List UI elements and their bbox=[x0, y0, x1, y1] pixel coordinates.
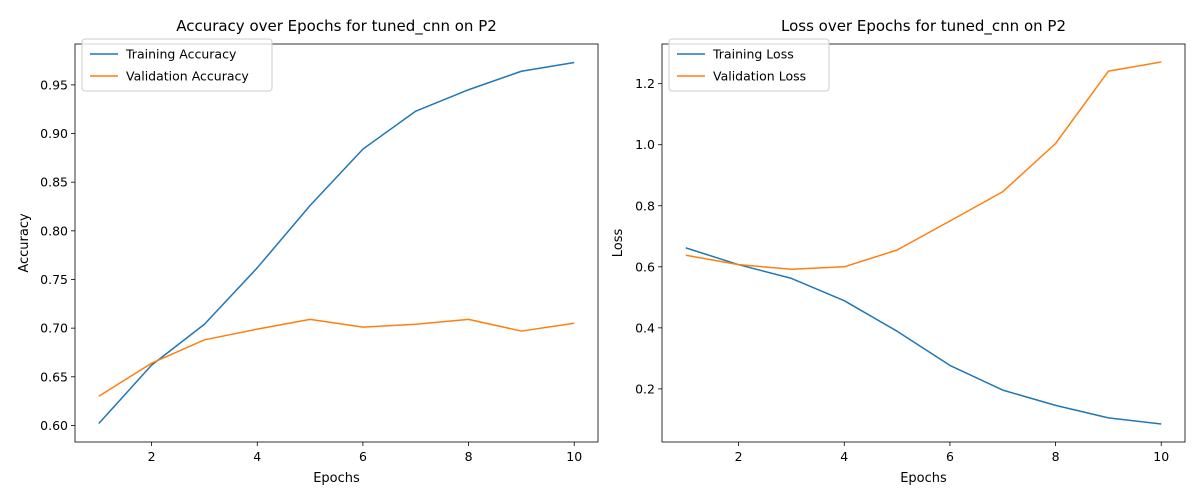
y-tick-label: 0.6 bbox=[635, 259, 655, 274]
legend-box bbox=[81, 38, 273, 92]
x-tick-label: 10 bbox=[1153, 449, 1169, 464]
y-axis-label: Loss bbox=[611, 229, 626, 258]
plot-frame bbox=[74, 43, 599, 443]
x-tick-label: 2 bbox=[148, 449, 156, 464]
legend-label-0: Training Accuracy bbox=[125, 47, 237, 62]
x-tick-label: 4 bbox=[253, 449, 261, 464]
legend: Training Loss Validation Loss bbox=[668, 38, 830, 92]
y-tick-label: 0.2 bbox=[635, 381, 655, 396]
loss-chart: Loss over Epochs for tuned_cnn on P2 2 4 6 8… bbox=[611, 17, 1186, 486]
x-tick-label: 8 bbox=[465, 449, 473, 464]
x-tick-label: 2 bbox=[735, 449, 743, 464]
y-tick-label: 1.2 bbox=[635, 76, 655, 91]
y-tick-label: 0.80 bbox=[40, 223, 68, 238]
x-tick-label: 10 bbox=[566, 449, 582, 464]
legend-label-1: Validation Loss bbox=[713, 69, 806, 84]
chart-title: Accuracy over Epochs for tuned_cnn on P2 bbox=[176, 17, 497, 36]
series-line-0 bbox=[98, 61, 575, 425]
legend-label-0: Training Loss bbox=[712, 47, 794, 62]
y-tick-label: 0.85 bbox=[40, 175, 68, 190]
y-tick-label: 0.75 bbox=[40, 272, 68, 287]
y-axis-label: Accuracy bbox=[17, 213, 32, 273]
y-tick-label: 0.60 bbox=[40, 418, 68, 433]
y-tick-label: 0.4 bbox=[635, 320, 655, 335]
x-tick-label: 8 bbox=[1052, 449, 1060, 464]
x-axis-label: Epochs bbox=[900, 471, 947, 486]
legend: Training Accuracy Validation Accuracy bbox=[81, 38, 273, 92]
x-tick-label: 6 bbox=[946, 449, 954, 464]
series-line-1 bbox=[98, 318, 575, 397]
y-tick-label: 0.90 bbox=[40, 126, 68, 141]
y-tick-label: 0.70 bbox=[40, 321, 68, 336]
legend-box bbox=[668, 38, 830, 92]
x-tick-label: 6 bbox=[359, 449, 367, 464]
x-tick-label: 4 bbox=[840, 449, 848, 464]
y-tick-label: 0.95 bbox=[40, 77, 68, 92]
accuracy-chart: Accuracy over Epochs for tuned_cnn on P2… bbox=[17, 17, 599, 486]
x-axis-label: Epochs bbox=[313, 471, 360, 486]
plot-frame bbox=[661, 43, 1186, 443]
y-tick-label: 0.8 bbox=[635, 198, 655, 213]
y-tick-label: 1.0 bbox=[635, 137, 655, 152]
chart-title: Loss over Epochs for tuned_cnn on P2 bbox=[781, 17, 1066, 36]
y-tick-label: 0.65 bbox=[40, 369, 68, 384]
series-line-0 bbox=[685, 247, 1162, 425]
series-line-1 bbox=[685, 61, 1162, 270]
legend-label-1: Validation Accuracy bbox=[126, 69, 249, 84]
